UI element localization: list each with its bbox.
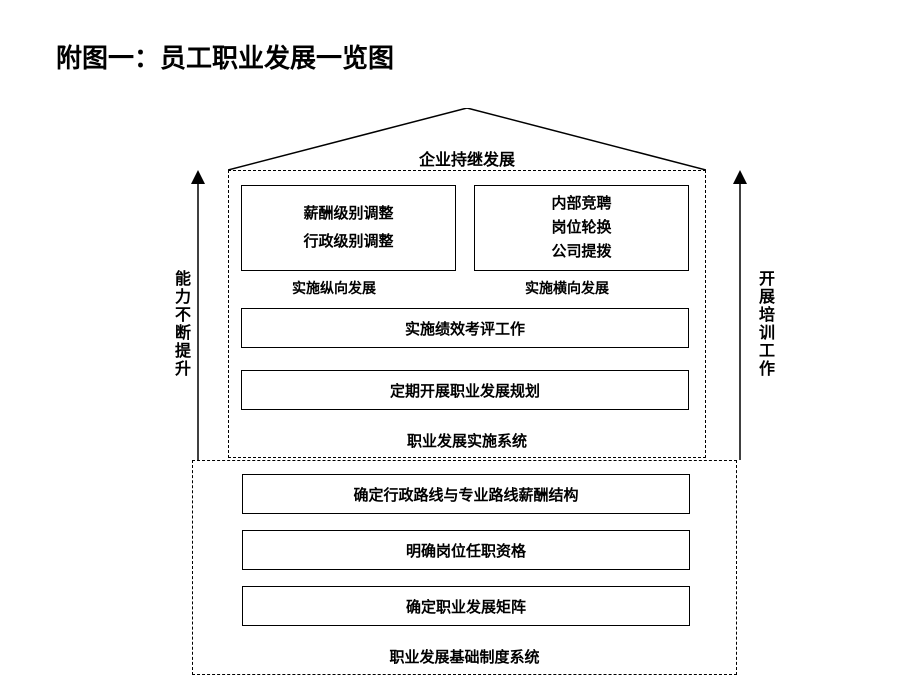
middle-row1: 实施绩效考评工作 <box>241 308 689 348</box>
middle-left-line2: 行政级别调整 <box>303 228 393 257</box>
bottom-row2: 明确岗位任职资格 <box>242 530 690 570</box>
bottom-row3: 确定职业发展矩阵 <box>242 586 690 626</box>
roof-triangle: 企业持继发展 <box>228 108 706 170</box>
middle-left-line1: 薪酬级别调整 <box>303 200 393 229</box>
middle-right-sub: 实施横向发展 <box>525 278 609 298</box>
page-title: 附图一：员工职业发展一览图 <box>56 38 394 75</box>
middle-left-box: 薪酬级别调整 行政级别调整 <box>241 185 456 271</box>
middle-right-line2: 岗位轮换 <box>551 216 611 240</box>
middle-right-line3: 公司提拨 <box>551 240 611 264</box>
left-vertical-label: 能力不断提升 <box>168 270 192 378</box>
middle-right-box: 内部竞聘 岗位轮换 公司提拨 <box>474 185 689 271</box>
roof-label: 企业持继发展 <box>228 146 706 170</box>
right-arrow <box>730 170 750 465</box>
middle-right-line1: 内部竞聘 <box>551 192 611 216</box>
middle-left-sub: 实施纵向发展 <box>292 278 376 298</box>
middle-caption: 职业发展实施系统 <box>228 430 706 451</box>
middle-row2: 定期开展职业发展规划 <box>241 370 689 410</box>
right-vertical-label: 开展培训工作 <box>752 270 776 378</box>
bottom-caption: 职业发展基础制度系统 <box>192 646 737 667</box>
bottom-row1: 确定行政路线与专业路线薪酬结构 <box>242 474 690 514</box>
